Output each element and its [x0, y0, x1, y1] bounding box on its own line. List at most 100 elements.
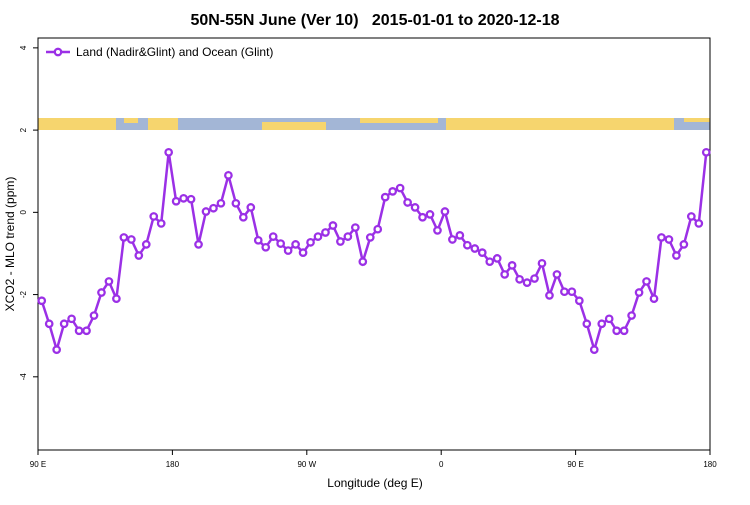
- data-point: [112, 294, 121, 304]
- data-point: [433, 226, 442, 235]
- data-point: [238, 212, 248, 222]
- land-band: [446, 118, 674, 130]
- data-point: [119, 233, 129, 242]
- data-point: [253, 235, 263, 245]
- data-point: [194, 240, 203, 249]
- land-band: [360, 118, 438, 123]
- data-point: [619, 326, 629, 336]
- data-point: [462, 240, 472, 250]
- data-point: [448, 235, 457, 244]
- data-point: [358, 257, 368, 267]
- data-point: [156, 219, 166, 228]
- data-point: [104, 277, 114, 286]
- data-point: [291, 240, 300, 249]
- data-point: [306, 238, 315, 247]
- legend-label: Land (Nadir&Glint) and Ocean (Glint): [76, 45, 273, 59]
- data-point: [59, 319, 69, 329]
- data-point: [560, 287, 569, 297]
- data-point: [492, 254, 502, 263]
- data-point: [67, 314, 76, 324]
- data-point: [612, 326, 622, 336]
- data-point: [276, 239, 286, 248]
- data-point: [44, 319, 54, 329]
- data-point: [365, 233, 375, 242]
- data-point: [97, 288, 106, 297]
- data-point: [664, 235, 674, 244]
- data-point: [328, 221, 338, 230]
- data-point: [410, 203, 420, 212]
- data-point: [224, 170, 233, 180]
- data-point: [418, 212, 427, 222]
- data-point: [350, 223, 360, 232]
- data-point: [186, 194, 196, 204]
- data-point: [313, 232, 323, 241]
- data-point: [597, 319, 607, 329]
- data-point: [701, 147, 711, 157]
- data-point: [141, 240, 151, 249]
- data-point: [515, 275, 524, 284]
- data-point: [380, 192, 390, 202]
- data-point: [216, 198, 226, 208]
- data-point: [134, 251, 144, 260]
- data-point: [507, 261, 517, 270]
- y-tick-label: -2: [19, 290, 28, 298]
- x-tick-label: 0: [439, 460, 444, 469]
- data-point: [686, 212, 696, 221]
- data-point: [52, 345, 62, 355]
- chart-title: 50N-55N June (Ver 10) 2015-01-01 to 2020…: [190, 12, 559, 29]
- data-point: [455, 231, 465, 240]
- data-point: [321, 228, 330, 237]
- data-point: [268, 232, 278, 241]
- data-point: [679, 240, 689, 249]
- data-point: [604, 314, 614, 324]
- land-band: [38, 118, 116, 130]
- land-band: [124, 118, 138, 123]
- x-tick-label: 180: [166, 460, 180, 469]
- data-point: [395, 183, 405, 193]
- data-point: [201, 207, 211, 216]
- data-point: [373, 224, 383, 234]
- data-point: [89, 311, 99, 320]
- data-point: [634, 288, 644, 297]
- data-point: [530, 274, 539, 283]
- data-point: [627, 311, 636, 320]
- data-point: [589, 345, 599, 355]
- data-point: [343, 232, 353, 241]
- data-point: [500, 270, 510, 279]
- data-point: [582, 319, 592, 329]
- x-axis-label: Longitude (deg E): [327, 476, 422, 490]
- x-tick-label: 180: [703, 460, 717, 469]
- plot-frame: [37, 37, 711, 451]
- data-point: [171, 196, 181, 206]
- data-point: [485, 257, 495, 267]
- data-point: [403, 198, 412, 207]
- y-tick-label: 2: [19, 127, 28, 132]
- data-point: [522, 278, 532, 288]
- data-point: [574, 296, 584, 306]
- data-point: [552, 270, 562, 279]
- x-tick-label: 90 E: [30, 460, 46, 469]
- data-point: [126, 235, 136, 244]
- data-point: [82, 326, 91, 336]
- y-axis-label: XCO2 - MLO trend (ppm): [3, 177, 17, 312]
- data-point: [477, 248, 487, 257]
- data-point: [298, 248, 308, 257]
- data-point: [694, 219, 704, 228]
- data-point: [388, 187, 398, 196]
- data-point: [74, 326, 84, 336]
- data-point: [642, 277, 651, 286]
- land-band: [262, 122, 326, 130]
- y-tick-label: 0: [19, 210, 28, 215]
- data-point: [209, 203, 218, 213]
- x-tick-label: 90 W: [297, 460, 316, 469]
- data-point: [283, 246, 293, 255]
- legend-marker: [53, 47, 63, 57]
- data-point: [425, 210, 435, 219]
- data-point: [567, 287, 577, 297]
- data-point: [246, 203, 256, 212]
- data-point: [545, 291, 554, 300]
- land-band: [684, 118, 710, 122]
- data-point: [231, 198, 241, 208]
- data-point: [657, 233, 666, 242]
- data-point: [672, 251, 681, 260]
